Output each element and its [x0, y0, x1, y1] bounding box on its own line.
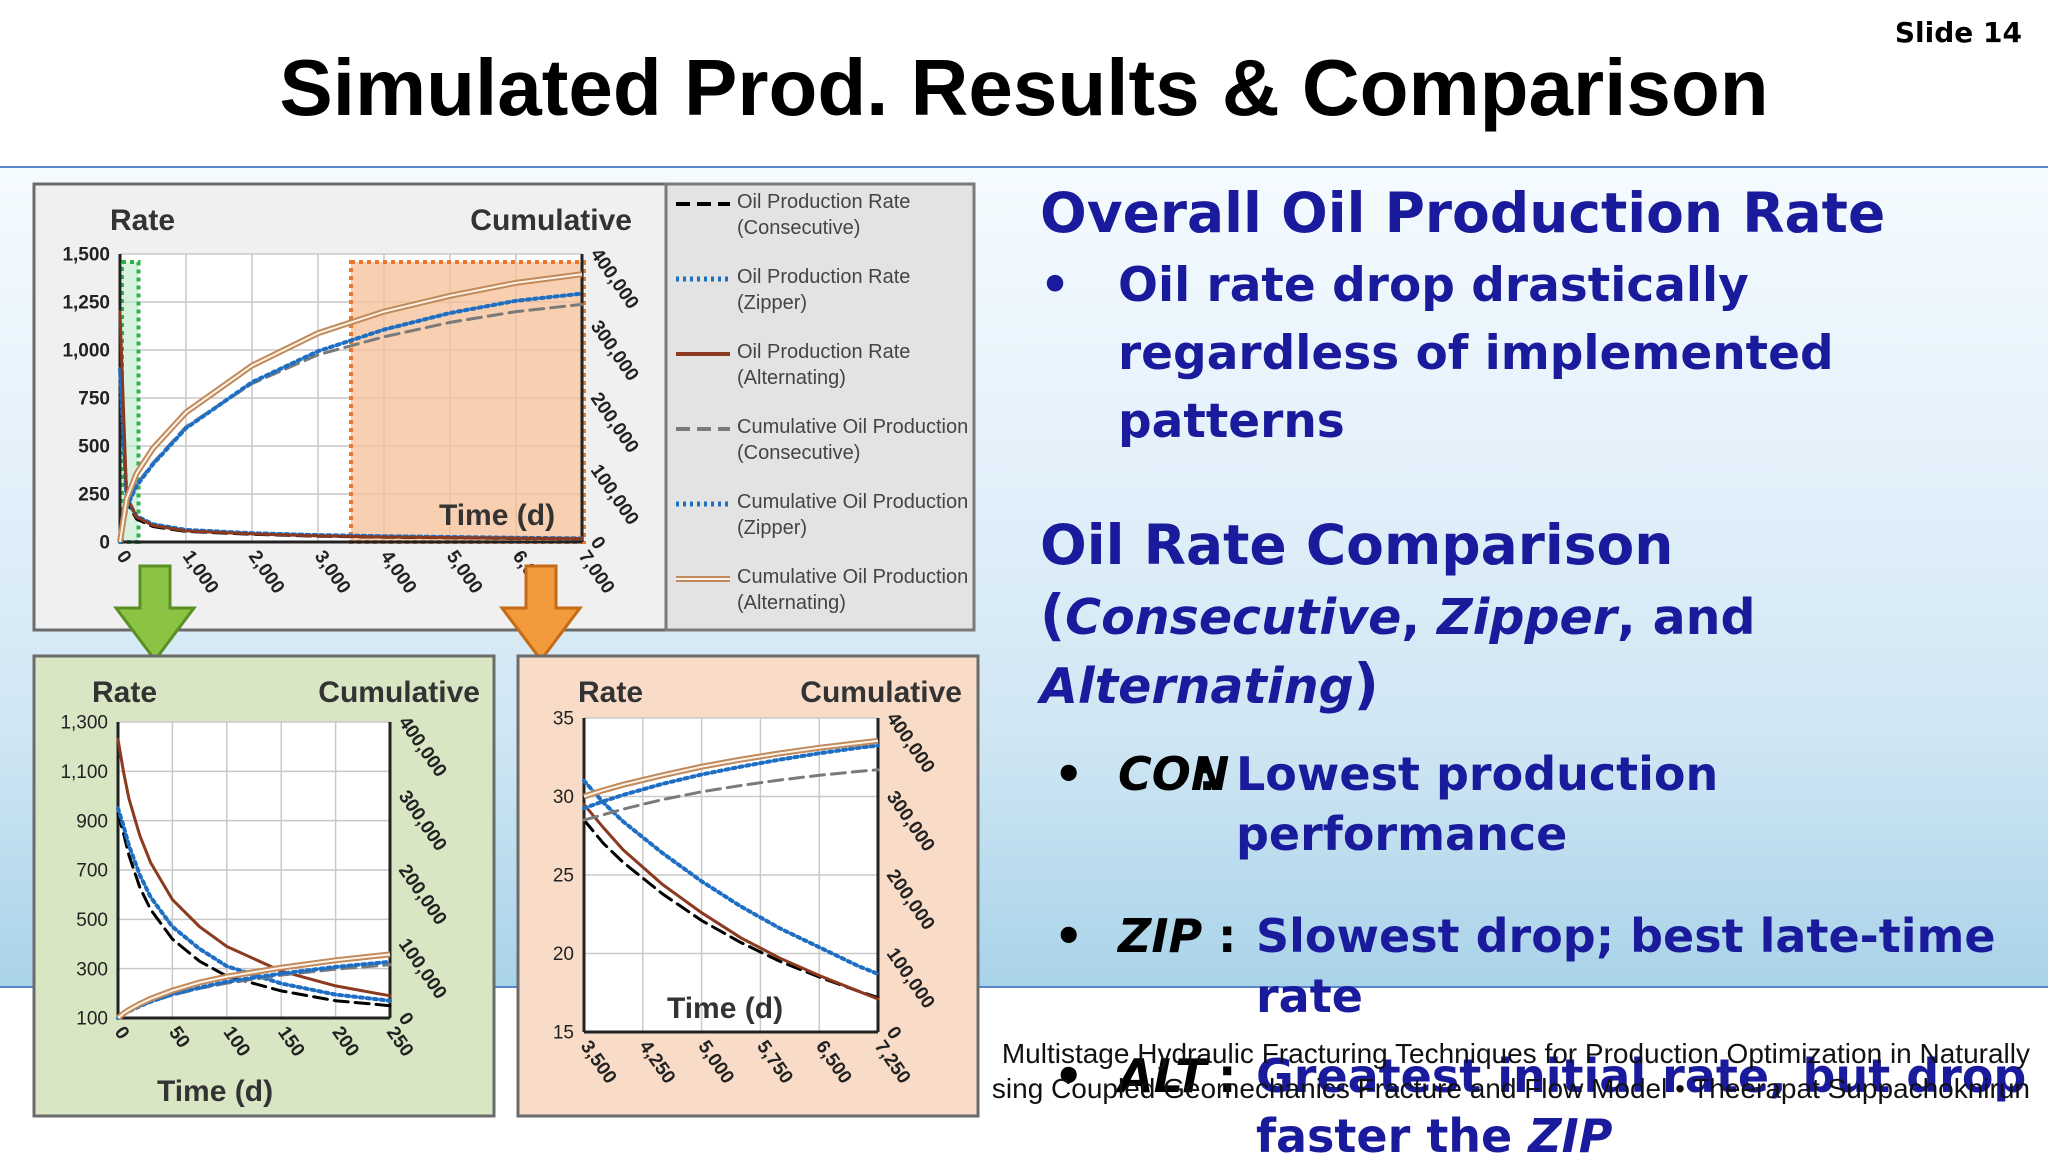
pattern-alternating: Alternating: [1040, 658, 1354, 715]
code-con: CON: [1118, 747, 1230, 801]
comparison-zip-text: Slowest drop; best late-time rate: [1256, 909, 1996, 1023]
chart-overview: 02505007501,0001,2501,5000100,000200,000…: [32, 182, 670, 632]
colon: :: [1218, 909, 1237, 963]
text-panel: Overall Oil Production Rate • Oil rate d…: [1040, 180, 2040, 1166]
y-left-axis-title: Rate: [110, 204, 175, 237]
series-line-0: [116, 811, 392, 1008]
pattern-consecutive: Consecutive: [1065, 589, 1402, 646]
y-left-tick-label: 20: [553, 944, 574, 965]
footer-citation: Multistage Hydraulic Fracturing Techniqu…: [975, 1036, 2030, 1106]
series-line-5-inner: [583, 739, 879, 798]
bullet-dot: •: [1054, 909, 1084, 963]
y-left-tick-label: 100: [76, 1009, 108, 1030]
x-axis-title: Time (d): [439, 499, 555, 532]
footer-line-1: Multistage Hydraulic Fracturing Techniqu…: [1001, 1038, 2030, 1069]
series-line-5-inner: [119, 273, 583, 543]
footer-line-2: sing Coupled Geomechanics Fracture and F…: [991, 1073, 2030, 1104]
series-line-2: [116, 737, 392, 998]
y-left-tick-label: 300: [76, 959, 108, 980]
colon: :: [1198, 747, 1217, 801]
legend-label: Cumulative Oil Production (Consecutive): [737, 416, 968, 464]
series-line-3: [582, 768, 880, 822]
legend-label: Oil Production Rate (Consecutive): [737, 191, 910, 239]
comparison-zip: • ZIP : Slowest drop; best late-time rat…: [1040, 906, 2040, 1026]
bullet-overall-text: Oil rate drop drastically regardless of …: [1118, 258, 1834, 449]
y-left-tick-label: 500: [78, 437, 110, 458]
heading-overall-rate: Overall Oil Production Rate: [1040, 181, 1886, 245]
y-left-tick-label: 900: [76, 811, 108, 832]
series-line-5-inner: [117, 953, 391, 1019]
legend-label: Oil Production Rate (Alternating): [737, 341, 910, 389]
legend-label: Oil Production Rate (Zipper): [737, 266, 910, 314]
y-left-tick-label: 1,000: [62, 341, 110, 362]
code-zip: ZIP: [1118, 909, 1203, 963]
arrow-down-orange-icon: [499, 564, 583, 663]
y-right-axis-title: Cumulative: [318, 676, 480, 709]
subheading-patterns: (Consecutive, Zipper, and Alternating): [1040, 582, 2040, 720]
pattern-zipper: Zipper: [1437, 589, 1617, 646]
bullet-dot: •: [1054, 747, 1084, 801]
x-axis-title: Time (d): [667, 992, 783, 1025]
y-right-axis-title: Cumulative: [800, 676, 962, 709]
paren-close: ): [1353, 652, 1379, 716]
comparison-con-text: Lowest production performance: [1236, 747, 1719, 861]
comma-1: ,: [1401, 589, 1438, 646]
paren-open: (: [1040, 583, 1066, 647]
x-axis-title: Time (d): [157, 1075, 273, 1108]
legend-frame: [664, 182, 976, 632]
comparison-alt-text-main: Greatest initial rate, but drop faster t…: [1256, 1049, 2027, 1163]
charts-figure: 02505007501,0001,2501,5000100,000200,000…: [32, 182, 980, 1118]
slide-number: Slide 14: [1894, 16, 2022, 49]
y-left-tick-label: 1,250: [62, 293, 110, 314]
series-line-1: [116, 806, 392, 1003]
y-left-tick-label: 700: [76, 861, 108, 882]
y-left-tick-label: 0: [99, 533, 110, 554]
y-left-tick-label: 15: [553, 1023, 574, 1044]
comparison-con: • CON : Lowest production performance: [1040, 744, 2040, 864]
bullet-dot: •: [1054, 1049, 1084, 1103]
series-line-4: [118, 291, 584, 544]
colon: :: [1218, 1049, 1237, 1103]
y-left-tick-label: 750: [78, 389, 110, 410]
series-line-4: [582, 743, 880, 811]
y-left-tick-label: 25: [553, 866, 574, 887]
code-alt: ALT: [1118, 1049, 1207, 1103]
legend-label: Cumulative Oil Production (Alternating): [737, 566, 968, 614]
y-left-tick-label: 30: [553, 787, 574, 808]
y-left-tick-label: 250: [78, 485, 110, 506]
y-left-tick-label: 1,100: [60, 762, 108, 783]
and-text: , and: [1616, 589, 1756, 646]
slide-title: Simulated Prod. Results & Comparison: [279, 43, 1769, 132]
y-left-tick-label: 35: [553, 709, 574, 730]
y-right-axis-title: Cumulative: [470, 204, 632, 237]
comparison-alt-text-zip: ZIP: [1528, 1109, 1613, 1163]
series-line-2: [582, 802, 880, 1001]
y-left-tick-label: 1,500: [62, 245, 110, 266]
y-left-tick-label: 500: [76, 910, 108, 931]
bullet-overall: • Oil rate drop drastically regardless o…: [1040, 252, 2040, 456]
y-left-tick-label: 1,300: [60, 713, 108, 734]
legend-label: Cumulative Oil Production (Zipper): [737, 491, 968, 539]
chart-legend: Oil Production Rate (Consecutive) Oil Prod…: [664, 182, 976, 632]
y-left-axis-title: Rate: [92, 676, 157, 709]
bullet-dot: •: [1040, 258, 1071, 313]
y-left-axis-title: Rate: [578, 676, 643, 709]
heading-rate-comparison: Oil Rate Comparison: [1040, 513, 1674, 577]
chart-early-time: 1003005007009001,1001,3000100,000200,000…: [32, 654, 496, 1118]
chart-late-time: 15202530350100,000200,000300,000400,0003…: [516, 654, 980, 1118]
series-line-2: [118, 310, 584, 541]
arrow-down-green-icon: [113, 564, 197, 663]
